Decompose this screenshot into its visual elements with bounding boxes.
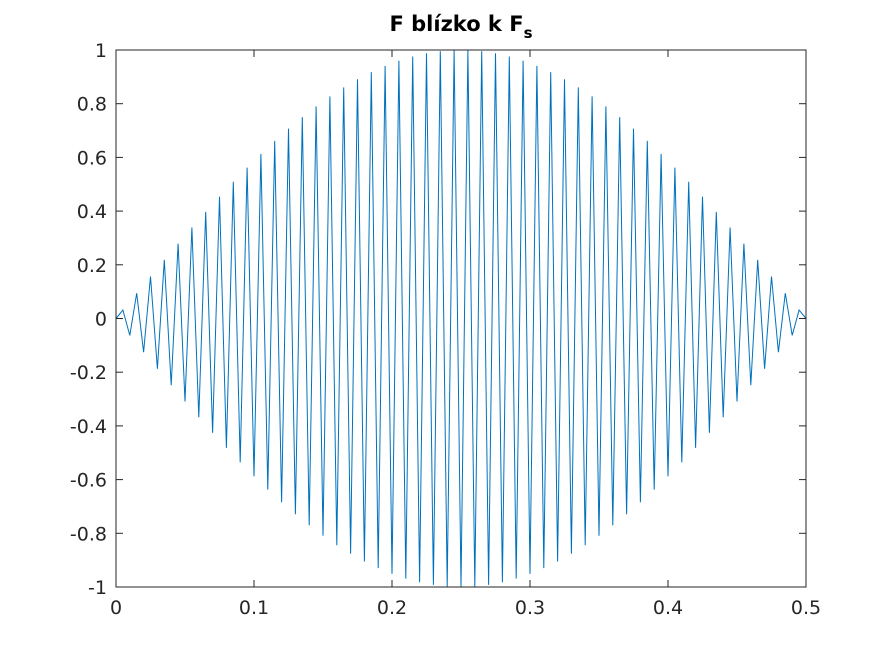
x-tick-label: 0.5 [791,597,821,619]
y-tick-label: 0 [95,309,107,331]
x-tick-label: 0.3 [515,597,545,619]
ticks-layer: 0 0.1 0.2 0.3 0.4 0.5 -1 -0.8 -0.6 -0.4 -0.2 0 0.2 0.… [70,40,821,619]
x-tick-label: 0 [110,597,122,619]
plot-background [116,50,806,587]
x-tick-label: 0.2 [377,597,407,619]
chart-title: F blízko k Fs [389,12,532,42]
y-tick-label: -0.8 [70,523,107,545]
y-tick-label: -0.2 [70,362,107,384]
chart-title-subscript: s [524,24,533,42]
y-tick-label: 0.2 [77,255,107,277]
y-tick-label: -1 [88,577,107,599]
y-tick-label: 0.8 [77,94,107,116]
x-tick-label: 0.1 [239,597,269,619]
chart-title-main: F blízko k F [389,12,523,36]
x-tick-label: 0.4 [653,597,683,619]
y-tick-label: -0.4 [70,416,107,438]
y-tick-label: 0.6 [77,147,107,169]
y-tick-label: 0.4 [77,201,107,223]
y-tick-label: -0.6 [70,470,107,492]
y-tick-label: 1 [95,40,107,62]
